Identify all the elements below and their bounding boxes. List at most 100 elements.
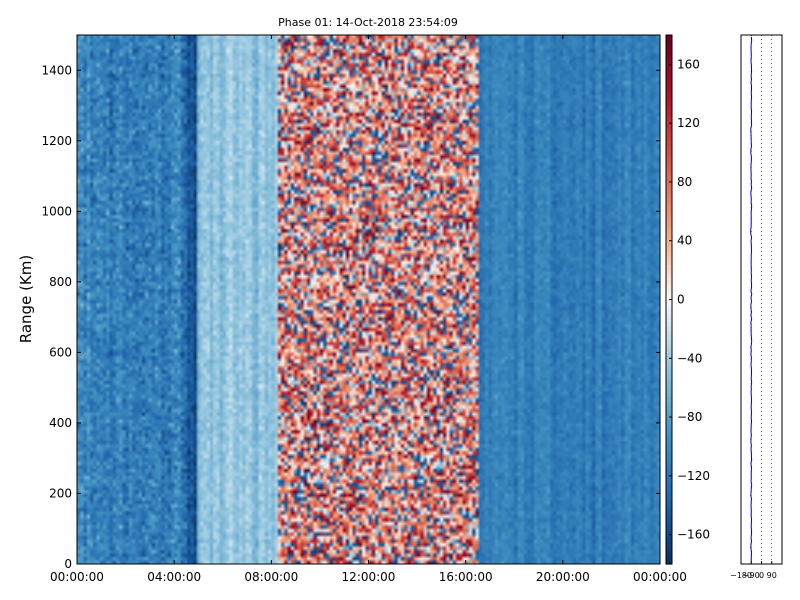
colorbar-segment bbox=[666, 370, 672, 376]
colorbar-segment bbox=[666, 365, 672, 371]
colorbar-tick-label: −160 bbox=[677, 528, 710, 542]
colorbar-segment bbox=[666, 48, 672, 54]
colorbar-segment bbox=[666, 145, 672, 151]
colorbar-segment bbox=[666, 105, 672, 111]
colorbar-segment bbox=[666, 167, 672, 173]
colorbar-segment bbox=[666, 251, 672, 257]
heatmap-image bbox=[77, 35, 660, 564]
colorbar-segment bbox=[666, 43, 672, 49]
y-tick-label: 400 bbox=[49, 416, 72, 430]
colorbar-segment bbox=[666, 541, 672, 547]
colorbar-segment bbox=[666, 281, 672, 287]
colorbar-tick-label: 160 bbox=[677, 57, 700, 71]
colorbar-segment bbox=[666, 352, 672, 358]
colorbar-segment bbox=[666, 378, 672, 384]
colorbar-segment bbox=[666, 497, 672, 503]
colorbar-segment bbox=[666, 206, 672, 212]
line-plot-area bbox=[750, 35, 773, 564]
colorbar-segment bbox=[666, 361, 672, 367]
colorbar-segment bbox=[666, 158, 672, 164]
colorbar-segment bbox=[666, 35, 672, 41]
colorbar-tick-label: 0 bbox=[677, 293, 685, 307]
colorbar-segment bbox=[666, 418, 672, 424]
x-tick-label: 08:00:00 bbox=[244, 570, 298, 584]
colorbar-segment bbox=[666, 286, 672, 292]
colorbar-segment bbox=[666, 211, 672, 217]
line-plot-x-ticks: −180−90 0 90 bbox=[730, 561, 777, 580]
x-tick-label: 12:00:00 bbox=[342, 570, 396, 584]
chart-title: Phase 01: 14-Oct-2018 23:54:09 bbox=[278, 16, 458, 29]
colorbar-tick-label: 120 bbox=[677, 116, 700, 130]
colorbar-segment bbox=[666, 198, 672, 204]
colorbar-segment bbox=[666, 299, 672, 305]
y-tick-label: 600 bbox=[49, 345, 72, 359]
colorbar-segment bbox=[666, 255, 672, 261]
colorbar-segment bbox=[666, 65, 672, 71]
colorbar-segment bbox=[666, 400, 672, 406]
colorbar-segment bbox=[666, 471, 672, 477]
line-plot-x-tick-label: 90 bbox=[767, 571, 777, 580]
colorbar-segment bbox=[666, 123, 672, 129]
colorbar-segment bbox=[666, 467, 672, 473]
colorbar-segment bbox=[666, 127, 672, 133]
colorbar-segment bbox=[666, 162, 672, 168]
colorbar-segment bbox=[666, 312, 672, 318]
colorbar-segment bbox=[666, 339, 672, 345]
colorbar-segment bbox=[666, 533, 672, 539]
y-tick-label: 1400 bbox=[41, 63, 72, 77]
colorbar-tick-label: −40 bbox=[677, 351, 702, 365]
line-plot-x-tick-label: 0 bbox=[759, 571, 764, 580]
colorbar-segment bbox=[666, 537, 672, 543]
colorbar-segment bbox=[666, 453, 672, 459]
colorbar-segment bbox=[666, 114, 672, 120]
colorbar-segment bbox=[666, 444, 672, 450]
colorbar-segment bbox=[666, 220, 672, 226]
colorbar-segment bbox=[666, 396, 672, 402]
colorbar-segment bbox=[666, 290, 672, 296]
y-axis-label: Range (Km) bbox=[17, 255, 35, 343]
colorbar-segment bbox=[666, 277, 672, 283]
colorbar-segment bbox=[666, 383, 672, 389]
colorbar-segment bbox=[666, 502, 672, 508]
colorbar-segment bbox=[666, 92, 672, 98]
line-plot-x-tick-label: −90 bbox=[743, 571, 760, 580]
colorbar-segment bbox=[666, 101, 672, 107]
colorbar-segment bbox=[666, 52, 672, 58]
colorbar-tick-label: −120 bbox=[677, 469, 710, 483]
colorbar-segment bbox=[666, 325, 672, 331]
colorbar-segment bbox=[666, 317, 672, 323]
colorbar-segment bbox=[666, 184, 672, 190]
colorbar-segment bbox=[666, 202, 672, 208]
colorbar-segment bbox=[666, 176, 672, 182]
colorbar-tick-label: 40 bbox=[677, 234, 692, 248]
colorbar-segment bbox=[666, 334, 672, 340]
x-tick-label: 00:00:00 bbox=[633, 570, 687, 584]
colorbar-segment bbox=[666, 546, 672, 552]
colorbar-segment bbox=[666, 140, 672, 146]
colorbar-segment bbox=[666, 484, 672, 490]
colorbar-segment bbox=[666, 475, 672, 481]
colorbar-segment bbox=[666, 528, 672, 534]
colorbar-segment bbox=[666, 511, 672, 517]
x-tick-label: 20:00:00 bbox=[536, 570, 590, 584]
colorbar-tick-label: −80 bbox=[677, 410, 702, 424]
colorbar-segment bbox=[666, 193, 672, 199]
y-axis-ticks: 0 200 400 600 800 1000 1200 1400 bbox=[41, 63, 660, 571]
colorbar-segment bbox=[666, 550, 672, 556]
colorbar-segment bbox=[666, 308, 672, 314]
colorbar-segment bbox=[666, 39, 672, 45]
colorbar-segment bbox=[666, 559, 672, 565]
colorbar-segment bbox=[666, 79, 672, 85]
colorbar-segment bbox=[666, 303, 672, 309]
colorbar-segment bbox=[666, 171, 672, 177]
colorbar-segment bbox=[666, 493, 672, 499]
colorbar-segment bbox=[666, 431, 672, 437]
y-tick-label: 800 bbox=[49, 275, 72, 289]
y-tick-label: 0 bbox=[64, 557, 72, 571]
colorbar-segment bbox=[666, 189, 672, 195]
x-tick-label: 16:00:00 bbox=[439, 570, 493, 584]
y-tick-label: 1000 bbox=[41, 204, 72, 218]
y-tick-label: 1200 bbox=[41, 134, 72, 148]
x-tick-label: 00:00:00 bbox=[50, 570, 104, 584]
